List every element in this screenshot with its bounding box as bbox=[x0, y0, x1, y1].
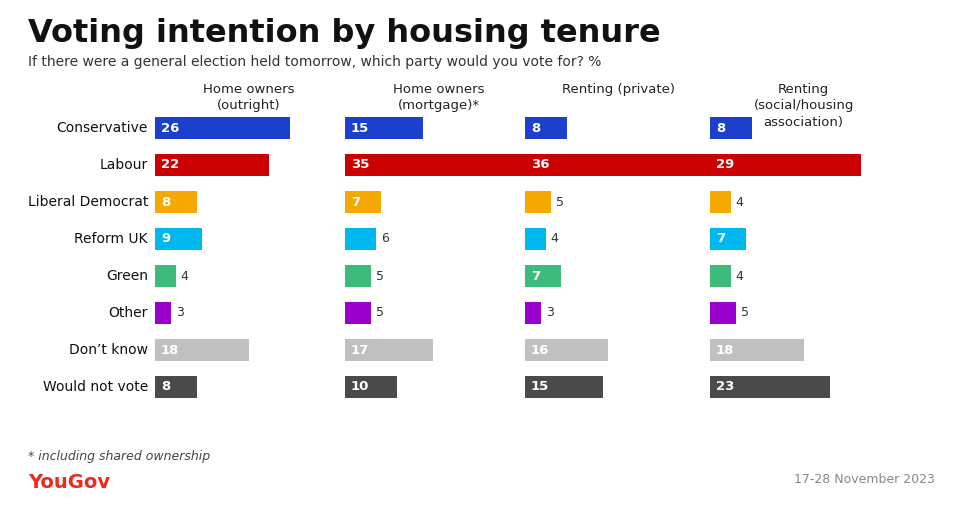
Text: Would not vote: Would not vote bbox=[43, 380, 148, 394]
Bar bbox=[345, 339, 433, 361]
Text: 4: 4 bbox=[551, 233, 559, 246]
Bar bbox=[710, 154, 861, 176]
Bar bbox=[345, 376, 397, 398]
Text: 26: 26 bbox=[161, 122, 180, 135]
Bar bbox=[710, 265, 731, 287]
Text: 9: 9 bbox=[161, 233, 170, 246]
Bar bbox=[710, 302, 736, 324]
Text: 18: 18 bbox=[716, 343, 734, 356]
Text: Liberal Democrat: Liberal Democrat bbox=[28, 195, 148, 209]
Bar bbox=[710, 339, 804, 361]
Text: Renting (private): Renting (private) bbox=[563, 83, 675, 96]
Text: 15: 15 bbox=[351, 122, 370, 135]
Text: 5: 5 bbox=[556, 195, 564, 209]
Text: 8: 8 bbox=[161, 381, 170, 394]
Text: 17-28 November 2023: 17-28 November 2023 bbox=[794, 473, 935, 486]
Text: Voting intention by housing tenure: Voting intention by housing tenure bbox=[28, 18, 660, 49]
Bar bbox=[155, 302, 171, 324]
Text: Other: Other bbox=[108, 306, 148, 320]
Text: 5: 5 bbox=[376, 307, 384, 320]
Bar bbox=[345, 302, 371, 324]
Bar bbox=[525, 302, 540, 324]
Text: 17: 17 bbox=[351, 343, 370, 356]
Text: 10: 10 bbox=[351, 381, 370, 394]
Text: 7: 7 bbox=[531, 269, 540, 282]
Bar bbox=[345, 265, 371, 287]
Bar bbox=[525, 191, 551, 213]
Text: 35: 35 bbox=[351, 159, 370, 171]
Bar bbox=[155, 154, 270, 176]
Text: Don’t know: Don’t know bbox=[69, 343, 148, 357]
Bar bbox=[155, 376, 197, 398]
Text: * including shared ownership: * including shared ownership bbox=[28, 450, 210, 463]
Text: 16: 16 bbox=[531, 343, 549, 356]
Text: 5: 5 bbox=[741, 307, 749, 320]
Text: 29: 29 bbox=[716, 159, 734, 171]
Text: 8: 8 bbox=[161, 195, 170, 209]
Text: Home owners
(mortgage)*: Home owners (mortgage)* bbox=[393, 83, 485, 112]
Bar bbox=[345, 154, 527, 176]
Text: 4: 4 bbox=[735, 269, 744, 282]
Bar bbox=[525, 265, 562, 287]
Text: 36: 36 bbox=[531, 159, 549, 171]
Bar bbox=[345, 191, 381, 213]
Text: 7: 7 bbox=[716, 233, 725, 246]
Text: Reform UK: Reform UK bbox=[75, 232, 148, 246]
Text: 18: 18 bbox=[161, 343, 180, 356]
Text: 23: 23 bbox=[716, 381, 734, 394]
Text: Conservative: Conservative bbox=[57, 121, 148, 135]
Bar bbox=[710, 117, 752, 139]
Bar bbox=[710, 228, 747, 250]
Text: Renting
(social/housing
association): Renting (social/housing association) bbox=[754, 83, 853, 129]
Text: Green: Green bbox=[106, 269, 148, 283]
Text: 6: 6 bbox=[381, 233, 389, 246]
Bar bbox=[345, 117, 423, 139]
Text: 5: 5 bbox=[376, 269, 384, 282]
Text: 4: 4 bbox=[180, 269, 189, 282]
Bar bbox=[710, 191, 731, 213]
Text: 3: 3 bbox=[176, 307, 183, 320]
Text: Home owners
(outright): Home owners (outright) bbox=[203, 83, 295, 112]
Bar bbox=[155, 339, 249, 361]
Bar bbox=[525, 117, 566, 139]
Text: 22: 22 bbox=[161, 159, 180, 171]
Text: 4: 4 bbox=[735, 195, 744, 209]
Bar bbox=[525, 228, 546, 250]
Text: 3: 3 bbox=[545, 307, 554, 320]
Text: 8: 8 bbox=[716, 122, 725, 135]
Bar bbox=[525, 376, 603, 398]
Text: 8: 8 bbox=[531, 122, 540, 135]
Bar bbox=[710, 376, 829, 398]
Bar bbox=[155, 191, 197, 213]
Text: 7: 7 bbox=[351, 195, 360, 209]
Text: 15: 15 bbox=[531, 381, 549, 394]
Bar bbox=[155, 265, 176, 287]
Text: YouGov: YouGov bbox=[28, 473, 110, 492]
Bar bbox=[345, 228, 376, 250]
Bar bbox=[525, 154, 712, 176]
Text: If there were a general election held tomorrow, which party would you vote for? : If there were a general election held to… bbox=[28, 55, 601, 69]
Bar bbox=[155, 228, 202, 250]
Text: Labour: Labour bbox=[100, 158, 148, 172]
Bar bbox=[155, 117, 290, 139]
Bar bbox=[525, 339, 609, 361]
